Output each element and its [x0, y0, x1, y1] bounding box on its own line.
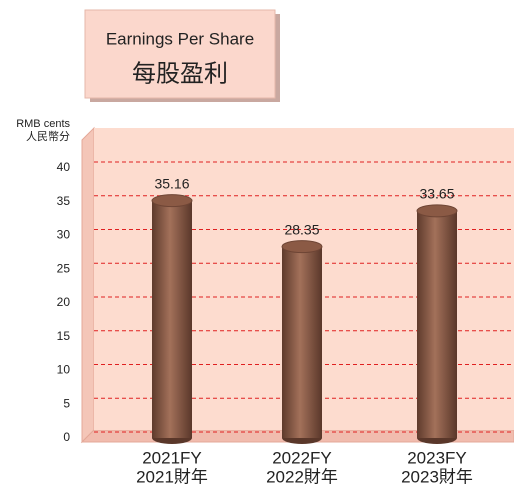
y-tick-label: 0 [63, 430, 70, 444]
x-tick-label: 2022財年 [266, 467, 338, 486]
bar-top [281, 240, 323, 254]
y-tick-label: 35 [57, 194, 71, 208]
bar-top [151, 194, 193, 208]
y-axis-label: 人民幣分 [26, 130, 70, 143]
x-tick-label: 2023財年 [401, 467, 473, 486]
y-tick-label: 40 [57, 160, 71, 174]
x-tick-label: 2022FY [272, 448, 332, 467]
data-label: 33.65 [419, 186, 454, 202]
chart-title: Earnings Per Share [106, 29, 254, 48]
data-label: 35.16 [154, 175, 189, 191]
x-tick-label: 2021FY [142, 448, 202, 467]
side-wall [81, 126, 95, 444]
title-box [84, 9, 276, 99]
chart-subtitle: 每股盈利 [132, 60, 228, 87]
x-tick-label: 2023FY [407, 448, 467, 467]
y-axis-label: RMB cents [16, 118, 70, 130]
data-label: 28.35 [284, 221, 319, 237]
bar [417, 210, 457, 438]
x-tick-label: 2021財年 [136, 467, 208, 486]
y-tick-label: 10 [57, 363, 71, 377]
y-tick-label: 5 [63, 396, 70, 410]
y-tick-label: 30 [57, 228, 71, 242]
bar [152, 200, 192, 438]
y-tick-label: 20 [57, 295, 71, 309]
bar-top [416, 204, 458, 218]
y-tick-label: 15 [57, 329, 71, 343]
y-tick-label: 25 [57, 261, 71, 275]
bar [282, 246, 322, 438]
